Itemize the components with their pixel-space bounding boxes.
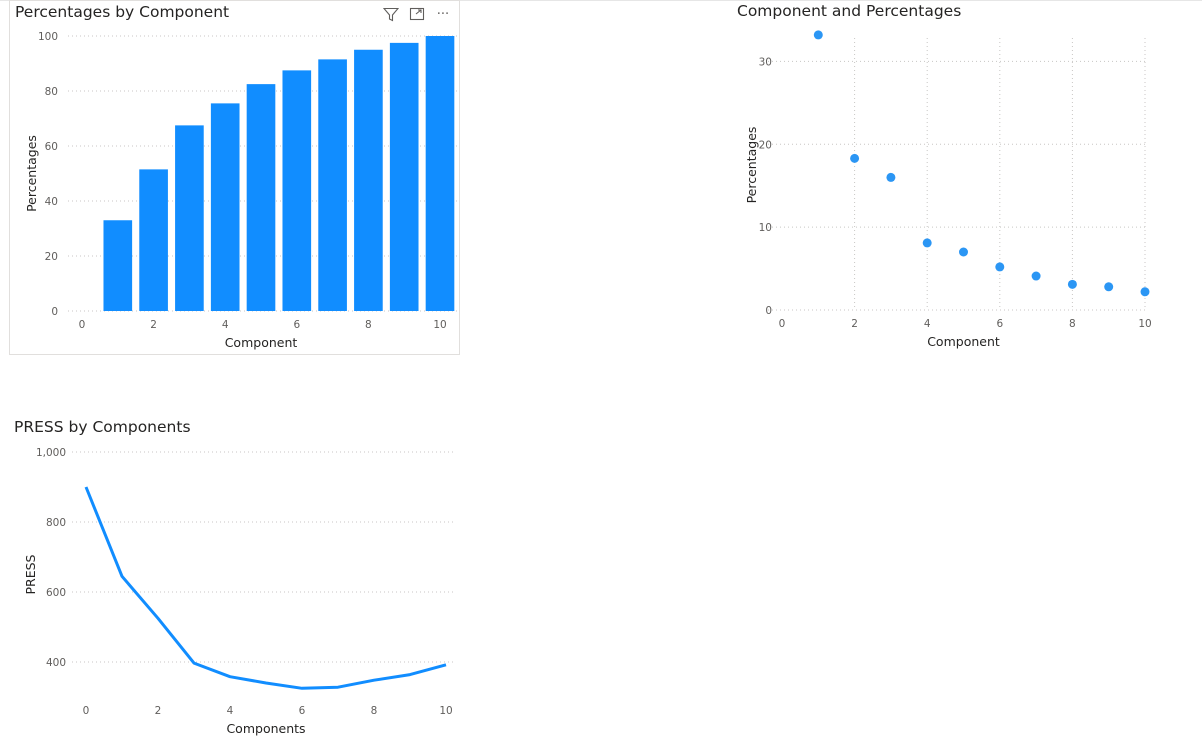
scatter-chart-plot: 0 10 20 30 0 2 4 6 8 10 Component Percentages (744, 30, 1152, 349)
y-tick-label: 600 (46, 587, 66, 599)
scatter-point (850, 153, 860, 163)
x-tick-label: 10 (439, 705, 452, 717)
scatter-point (1067, 279, 1077, 289)
bar (389, 42, 419, 311)
line-chart-visual[interactable]: PRESS by Components 400 600 800 1,000 0 2 4 6 8 1… (9, 414, 460, 739)
scatter-point (886, 172, 896, 182)
y-tick-label: 20 (45, 251, 58, 263)
x-tick-label: 0 (83, 705, 90, 717)
bar (354, 49, 383, 311)
scatter-point (1140, 287, 1150, 297)
more-options-icon[interactable]: ··· (436, 6, 450, 22)
y-tick-label: 1,000 (36, 447, 66, 459)
bar (246, 84, 276, 311)
bar (175, 125, 204, 311)
y-tick-label: 60 (45, 141, 58, 153)
bar (282, 70, 312, 311)
x-tick-label: 2 (851, 318, 858, 330)
y-tick-label: 40 (45, 196, 58, 208)
y-tick-label: 800 (46, 517, 66, 529)
scatter-point (1104, 282, 1114, 292)
x-axis-title: Component (927, 334, 1000, 349)
bar-chart-plot: 0 20 40 60 80 100 0 2 4 6 8 10 Component Percentages (24, 31, 457, 350)
scatter-point (813, 30, 823, 40)
bar (103, 220, 133, 311)
scatter-chart-visual[interactable]: Component and Percentages 0 10 20 30 0 2 4 6 8 10… (730, 0, 1170, 360)
x-tick-label: 2 (150, 319, 157, 331)
y-axis-title: Percentages (24, 135, 39, 212)
x-tick-label: 6 (299, 705, 306, 717)
focus-mode-icon[interactable] (408, 6, 426, 22)
y-tick-label: 400 (46, 657, 66, 669)
scatter-chart-title: Component and Percentages (737, 2, 962, 20)
x-tick-label: 8 (1069, 318, 1076, 330)
x-tick-label: 0 (779, 318, 786, 330)
bar (139, 169, 168, 311)
x-tick-label: 4 (227, 705, 234, 717)
series-line (84, 486, 447, 690)
y-tick-label: 80 (45, 86, 58, 98)
scatter-point (959, 247, 968, 257)
bar-chart-title: Percentages by Component (15, 3, 230, 21)
y-tick-label: 30 (759, 56, 772, 68)
y-axis-title: PRESS (23, 554, 38, 594)
y-tick-label: 0 (51, 306, 58, 318)
x-tick-label: 4 (222, 319, 229, 331)
visual-header-icons: ··· (382, 6, 452, 22)
x-axis-title: Components (226, 721, 305, 736)
x-axis-title: Component (225, 335, 298, 350)
filter-icon[interactable] (382, 6, 400, 22)
x-tick-label: 6 (293, 319, 300, 331)
line-chart-title: PRESS by Components (14, 418, 191, 436)
scatter-point (1031, 271, 1041, 281)
y-tick-label: 20 (759, 139, 772, 151)
bar (210, 103, 240, 311)
x-tick-label: 2 (155, 705, 162, 717)
y-tick-label: 10 (759, 222, 772, 234)
x-tick-label: 10 (1138, 318, 1151, 330)
x-tick-label: 10 (433, 319, 446, 331)
x-tick-label: 0 (79, 319, 86, 331)
line-chart-plot: 400 600 800 1,000 0 2 4 6 8 10 Components PRESS (23, 447, 456, 736)
canvas-top-border (0, 0, 1202, 1)
y-tick-label: 0 (765, 305, 772, 317)
scatter-point (922, 238, 932, 248)
bar-chart-visual[interactable]: Percentages by Component ··· 0 20 40 60 80 10… (9, 0, 460, 355)
y-axis-title: Percentages (744, 127, 759, 204)
x-tick-label: 8 (365, 319, 372, 331)
bar (425, 36, 455, 311)
y-tick-label: 100 (38, 31, 58, 43)
bar (318, 59, 347, 311)
x-tick-label: 8 (371, 705, 378, 717)
scatter-point (995, 262, 1005, 272)
x-tick-label: 4 (924, 318, 931, 330)
x-tick-label: 6 (996, 318, 1003, 330)
